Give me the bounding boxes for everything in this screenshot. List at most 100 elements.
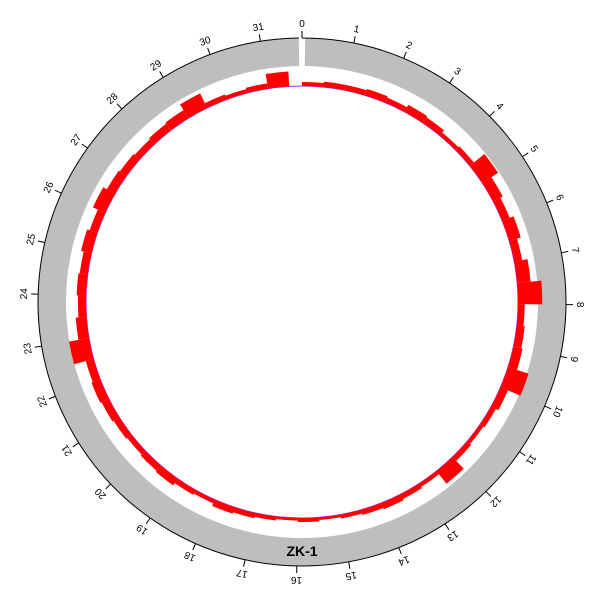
bar xyxy=(500,367,529,396)
tick-mark xyxy=(403,51,407,59)
tick-label: 6 xyxy=(553,193,565,203)
bar xyxy=(323,81,346,91)
tick-mark xyxy=(34,345,42,348)
tick-mark xyxy=(48,395,56,400)
tick-label: 3 xyxy=(452,66,463,78)
tick-label: 31 xyxy=(252,22,265,35)
bar xyxy=(106,170,127,194)
bar xyxy=(113,417,132,439)
tick-mark xyxy=(145,517,151,525)
tick-mark xyxy=(398,547,402,555)
bar xyxy=(467,424,484,444)
tick-label: 25 xyxy=(25,232,38,246)
bar xyxy=(179,93,208,119)
tick-mark xyxy=(81,143,88,149)
bar xyxy=(340,509,363,519)
tick-mark xyxy=(544,405,552,410)
bar xyxy=(509,238,523,262)
tick-label: 16 xyxy=(290,574,302,585)
bar xyxy=(491,387,508,411)
bar xyxy=(69,338,94,365)
tick-mark xyxy=(485,491,492,497)
bar xyxy=(149,123,171,145)
baseline xyxy=(85,85,519,519)
tick-mark xyxy=(546,199,554,204)
bar xyxy=(77,295,87,318)
bar xyxy=(452,441,472,461)
tick-label: 17 xyxy=(235,566,249,579)
tick-label: 23 xyxy=(22,342,35,355)
bar xyxy=(482,177,503,202)
tick-mark xyxy=(37,240,45,244)
ring xyxy=(38,38,567,567)
bar xyxy=(365,88,388,103)
tick-mark xyxy=(561,250,569,254)
tick-label: 13 xyxy=(444,528,460,544)
tick-label: 9 xyxy=(568,355,580,363)
tick-label: 0 xyxy=(299,19,305,30)
bar xyxy=(507,346,523,370)
bar xyxy=(493,197,510,221)
bar xyxy=(436,456,464,484)
tick-mark xyxy=(444,523,450,530)
tick-mark xyxy=(519,451,526,457)
tick-mark xyxy=(207,47,211,55)
bar xyxy=(319,514,341,521)
bar xyxy=(134,139,155,160)
tick-label: 14 xyxy=(396,553,411,567)
axis-arc xyxy=(37,37,567,567)
bar xyxy=(174,478,196,495)
tick-mark xyxy=(116,103,123,110)
bar xyxy=(76,273,88,296)
tick-label: 22 xyxy=(36,394,50,409)
bar xyxy=(79,251,92,275)
bar xyxy=(514,259,531,283)
bar xyxy=(404,104,428,123)
bar xyxy=(127,434,146,455)
bar xyxy=(89,209,106,233)
ring-label: ZK-1 xyxy=(286,543,317,559)
bar xyxy=(140,450,161,471)
bar xyxy=(92,187,115,213)
bar xyxy=(165,110,189,131)
bar xyxy=(245,83,268,94)
tick-label: 10 xyxy=(550,404,565,419)
tick-label: 1 xyxy=(353,24,361,36)
tick-label: 11 xyxy=(523,452,538,467)
bar xyxy=(419,471,439,487)
tick-mark xyxy=(192,543,197,551)
bar xyxy=(81,229,98,254)
bar xyxy=(517,280,543,305)
bar xyxy=(385,97,407,112)
tick-mark xyxy=(489,110,495,117)
bar xyxy=(91,379,109,403)
bar xyxy=(400,483,423,499)
bar xyxy=(265,71,290,89)
bar xyxy=(212,499,235,514)
bar xyxy=(101,398,120,422)
tick-mark xyxy=(258,34,261,42)
tick-mark xyxy=(243,559,246,567)
tick-label: 29 xyxy=(149,58,165,73)
bar xyxy=(344,84,367,96)
tick-label: 5 xyxy=(528,144,540,155)
tick-label: 21 xyxy=(59,442,74,458)
tick-label: 26 xyxy=(42,180,57,195)
tick-mark xyxy=(159,71,164,78)
bar xyxy=(381,494,404,510)
tick-mark xyxy=(348,561,351,569)
tick-label: 7 xyxy=(569,246,581,254)
bar xyxy=(85,358,101,383)
bar xyxy=(302,81,324,88)
tick-label: 4 xyxy=(493,101,505,113)
tick-mark xyxy=(72,442,80,448)
tick-mark xyxy=(449,76,454,84)
tick-mark xyxy=(560,355,568,359)
tick-mark xyxy=(105,483,112,490)
bar xyxy=(254,512,277,521)
bar xyxy=(360,502,384,515)
bar xyxy=(502,216,521,241)
bar xyxy=(155,465,178,486)
tick-label: 2 xyxy=(404,40,414,52)
tick-label: 30 xyxy=(198,35,213,49)
